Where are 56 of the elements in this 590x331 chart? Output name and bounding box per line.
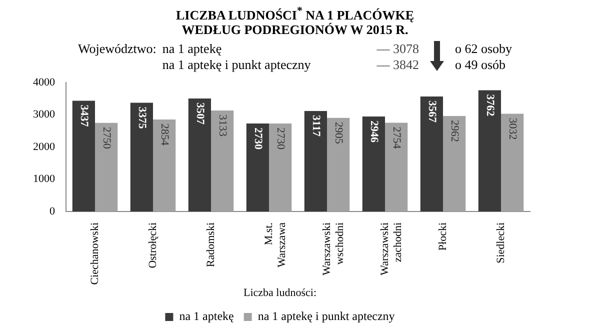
data-label: 3032	[506, 118, 518, 140]
bar	[501, 114, 524, 212]
data-label: 2962	[448, 120, 460, 142]
y-tick-label: 3000	[33, 109, 56, 122]
data-label: 2750	[100, 127, 112, 150]
data-label: 3375	[136, 107, 148, 130]
data-label: 3507	[194, 102, 206, 126]
bar	[362, 116, 385, 212]
bar	[153, 120, 176, 212]
bar	[269, 124, 292, 212]
data-label: 2730	[274, 128, 286, 150]
data-label: 3117	[310, 115, 322, 138]
y-tick-label: 0	[50, 206, 56, 218]
x-tick-label: Płocki	[436, 222, 449, 251]
bar	[188, 98, 211, 212]
bar	[211, 110, 234, 212]
bar	[95, 123, 118, 212]
bar	[72, 101, 95, 212]
data-label: 3437	[78, 105, 90, 128]
bar	[246, 124, 269, 212]
data-label: 2854	[158, 124, 170, 146]
x-tick-label: Ciechanowski	[88, 222, 101, 286]
text: na 1 aptekę	[162, 41, 223, 58]
x-tick-label: Warszawski zachodni	[378, 222, 404, 276]
y-tick-label: 4000	[33, 76, 56, 89]
x-tick-label: Radomski	[204, 222, 217, 268]
x-tick-label: Warszawski wschodni	[320, 222, 346, 276]
data-label: 2730	[252, 128, 264, 150]
y-tick-label: 2000	[33, 141, 56, 154]
bar	[304, 111, 327, 212]
legend-label: na 1 aptekę i punkt apteczny	[258, 309, 395, 324]
text: — 3842	[376, 57, 419, 74]
data-label: 2946	[368, 120, 380, 144]
bar	[478, 90, 501, 212]
bar	[327, 118, 350, 212]
x-tick-label: M.st. Warszawa	[262, 222, 288, 268]
bar	[130, 103, 153, 212]
bar	[420, 96, 443, 212]
data-label: 3762	[484, 94, 496, 118]
legend-label: na 1 aptekę	[179, 309, 234, 324]
bar	[443, 116, 466, 212]
legend-title: Liczba ludności:	[243, 288, 317, 300]
data-label: 3567	[426, 100, 438, 124]
chart-title: LICZBA LUDNOŚCI$^{*}$ NA 1 PLACÓWKĘ WEDŁUG PODREGIONÓW W 2015 R.	[174, 4, 416, 38]
y-tick-label: 1000	[33, 173, 56, 186]
text: o 49 osób	[455, 57, 507, 74]
x-tick-label: Ostrołęcki	[146, 222, 159, 269]
text: o 62 osoby	[455, 41, 512, 58]
bar	[385, 123, 408, 212]
data-label: 2754	[390, 127, 402, 150]
text: Województwo:	[78, 41, 156, 58]
data-label: 3133	[216, 114, 228, 138]
data-label: 2905	[332, 122, 344, 145]
x-tick-label: Siedlecki	[494, 222, 507, 264]
text: na 1 aptekę i punkt apteczny	[162, 57, 311, 74]
text: — 3078	[376, 41, 419, 58]
